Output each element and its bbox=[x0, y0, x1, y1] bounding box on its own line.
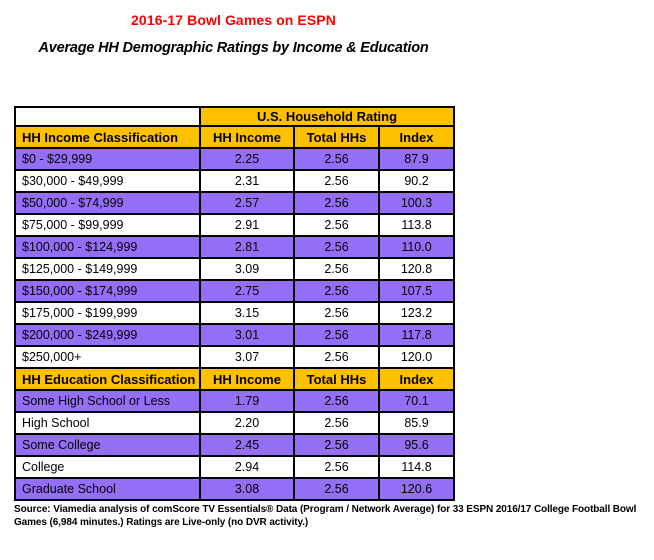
table-row: $0 - $29,999 2.25 2.56 87.9 bbox=[14, 147, 455, 171]
value-cell: 2.56 bbox=[293, 411, 380, 435]
value-cell: 2.81 bbox=[199, 235, 295, 259]
table-row: Some High School or Less 1.79 2.56 70.1 bbox=[14, 389, 455, 413]
table-row: $75,000 - $99,999 2.91 2.56 113.8 bbox=[14, 213, 455, 237]
source-note: Source: Viamedia analysis of comScore TV… bbox=[14, 504, 637, 528]
page-subtitle: Average HH Demographic Ratings by Income… bbox=[38, 40, 429, 56]
section-header-cell: HH Education Classification bbox=[14, 367, 201, 391]
column-header-cell: Index bbox=[378, 367, 455, 391]
row-label-cell: High School bbox=[14, 411, 201, 435]
row-label-cell: $30,000 - $49,999 bbox=[14, 169, 201, 193]
value-cell: 2.94 bbox=[199, 455, 295, 479]
value-cell: 2.56 bbox=[293, 235, 380, 259]
value-cell: 2.56 bbox=[293, 477, 380, 501]
row-label-cell: College bbox=[14, 455, 201, 479]
table-row: Graduate School 3.08 2.56 120.6 bbox=[14, 477, 455, 501]
value-cell: 87.9 bbox=[378, 147, 455, 171]
value-cell: 123.2 bbox=[378, 301, 455, 325]
table-row: $100,000 - $124,999 2.81 2.56 110.0 bbox=[14, 235, 455, 259]
section-header-row-0: HH Income Classification HH Income Total H… bbox=[14, 125, 455, 149]
table-row: $175,000 - $199,999 3.15 2.56 123.2 bbox=[14, 301, 455, 325]
value-cell: 2.56 bbox=[293, 147, 380, 171]
table-row: College 2.94 2.56 114.8 bbox=[14, 455, 455, 479]
column-header-cell: HH Income bbox=[199, 367, 295, 391]
value-cell: 2.31 bbox=[199, 169, 295, 193]
table-row: $200,000 - $249,999 3.01 2.56 117.8 bbox=[14, 323, 455, 347]
value-cell: 2.56 bbox=[293, 257, 380, 281]
row-label-cell: $200,000 - $249,999 bbox=[14, 323, 201, 347]
value-cell: 3.09 bbox=[199, 257, 295, 281]
value-cell: 85.9 bbox=[378, 411, 455, 435]
row-label-cell: $125,000 - $149,999 bbox=[14, 257, 201, 281]
row-label-cell: $100,000 - $124,999 bbox=[14, 235, 201, 259]
column-header-cell: Index bbox=[378, 125, 455, 149]
value-cell: 3.15 bbox=[199, 301, 295, 325]
value-cell: 90.2 bbox=[378, 169, 455, 193]
value-cell: 1.79 bbox=[199, 389, 295, 413]
value-cell: 2.56 bbox=[293, 389, 380, 413]
blank-corner-cell bbox=[14, 106, 201, 127]
column-group-row: U.S. Household Rating bbox=[14, 106, 455, 127]
value-cell: 2.75 bbox=[199, 279, 295, 303]
value-cell: 3.08 bbox=[199, 477, 295, 501]
value-cell: 2.56 bbox=[293, 455, 380, 479]
value-cell: 95.6 bbox=[378, 433, 455, 457]
value-cell: 2.56 bbox=[293, 433, 380, 457]
row-label-cell: Some College bbox=[14, 433, 201, 457]
value-cell: 2.56 bbox=[293, 191, 380, 215]
value-cell: 2.56 bbox=[293, 301, 380, 325]
table-row: $125,000 - $149,999 3.09 2.56 120.8 bbox=[14, 257, 455, 281]
value-cell: 2.25 bbox=[199, 147, 295, 171]
value-cell: 2.20 bbox=[199, 411, 295, 435]
row-label-cell: $50,000 - $74,999 bbox=[14, 191, 201, 215]
table-row: High School 2.20 2.56 85.9 bbox=[14, 411, 455, 435]
value-cell: 2.45 bbox=[199, 433, 295, 457]
value-cell: 100.3 bbox=[378, 191, 455, 215]
value-cell: 107.5 bbox=[378, 279, 455, 303]
row-label-cell: Some High School or Less bbox=[14, 389, 201, 413]
section-header-cell: HH Income Classification bbox=[14, 125, 201, 149]
row-label-cell: $250,000+ bbox=[14, 345, 201, 369]
row-label-cell: Graduate School bbox=[14, 477, 201, 501]
value-cell: 117.8 bbox=[378, 323, 455, 347]
table-row: Some College 2.45 2.56 95.6 bbox=[14, 433, 455, 457]
value-cell: 120.6 bbox=[378, 477, 455, 501]
value-cell: 2.56 bbox=[293, 323, 380, 347]
table-row: $150,000 - $174,999 2.75 2.56 107.5 bbox=[14, 279, 455, 303]
column-group-header-cell: U.S. Household Rating bbox=[199, 106, 455, 127]
row-label-cell: $175,000 - $199,999 bbox=[14, 301, 201, 325]
value-cell: 70.1 bbox=[378, 389, 455, 413]
row-label-cell: $150,000 - $174,999 bbox=[14, 279, 201, 303]
value-cell: 120.0 bbox=[378, 345, 455, 369]
value-cell: 114.8 bbox=[378, 455, 455, 479]
value-cell: 2.56 bbox=[293, 279, 380, 303]
table-row: $50,000 - $74,999 2.57 2.56 100.3 bbox=[14, 191, 455, 215]
value-cell: 110.0 bbox=[378, 235, 455, 259]
table-row: $250,000+ 3.07 2.56 120.0 bbox=[14, 345, 455, 369]
value-cell: 2.91 bbox=[199, 213, 295, 237]
row-label-cell: $0 - $29,999 bbox=[14, 147, 201, 171]
column-header-cell: HH Income bbox=[199, 125, 295, 149]
value-cell: 113.8 bbox=[378, 213, 455, 237]
value-cell: 2.56 bbox=[293, 213, 380, 237]
value-cell: 3.01 bbox=[199, 323, 295, 347]
value-cell: 2.57 bbox=[199, 191, 295, 215]
value-cell: 3.07 bbox=[199, 345, 295, 369]
column-header-cell: Total HHs bbox=[293, 367, 380, 391]
page-title: 2016-17 Bowl Games on ESPN bbox=[131, 12, 336, 28]
table-row: $30,000 - $49,999 2.31 2.56 90.2 bbox=[14, 169, 455, 193]
ratings-table-body: U.S. Household Rating HH Income Classific… bbox=[14, 106, 455, 501]
column-header-cell: Total HHs bbox=[293, 125, 380, 149]
section-header-row-1: HH Education Classification HH Income Tota… bbox=[14, 367, 455, 391]
ratings-table: U.S. Household Rating HH Income Classific… bbox=[14, 106, 455, 501]
value-cell: 2.56 bbox=[293, 169, 380, 193]
value-cell: 120.8 bbox=[378, 257, 455, 281]
row-label-cell: $75,000 - $99,999 bbox=[14, 213, 201, 237]
value-cell: 2.56 bbox=[293, 345, 380, 369]
